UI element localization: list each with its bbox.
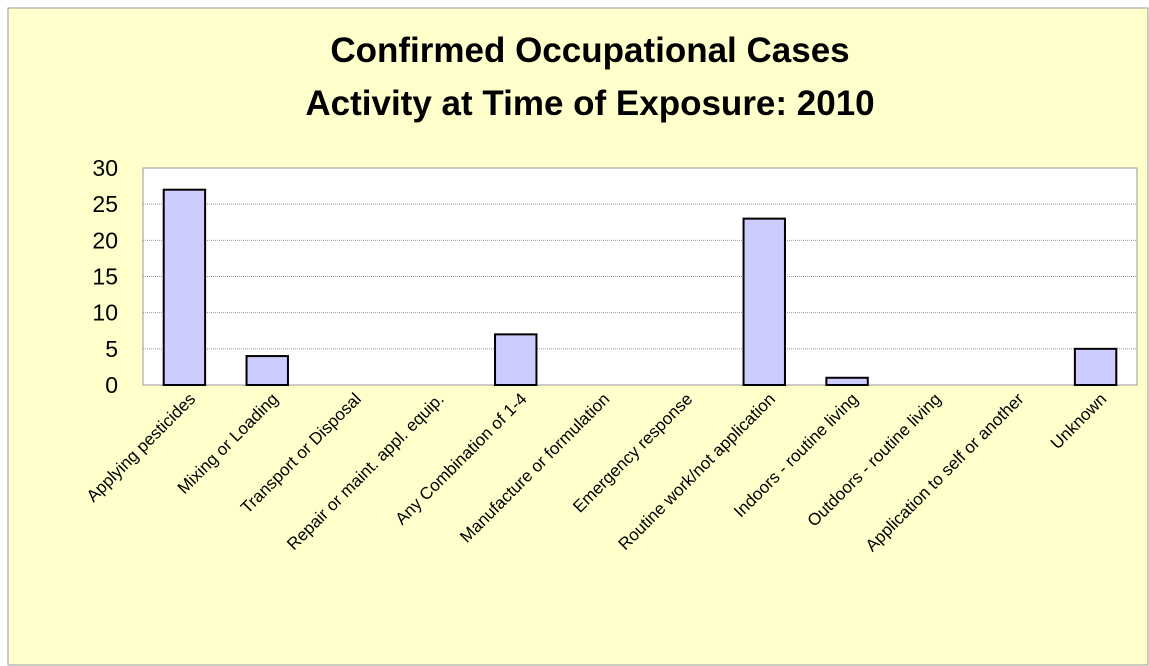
bar [162,188,207,386]
y-tick-label: 10 [92,300,118,326]
y-tick-label: 20 [92,227,118,253]
bar [825,376,869,386]
bar [742,217,786,386]
y-tick-label: 5 [105,336,118,362]
bar [1073,347,1118,387]
y-tick-label: 0 [105,372,118,398]
bar [494,333,538,387]
y-tick-label: 30 [92,155,118,181]
bar [245,355,289,387]
y-tick-label: 25 [92,191,118,217]
chart-title: Confirmed Occupational Cases [330,31,849,70]
y-tick-label: 15 [92,264,118,290]
chart-subtitle: Activity at Time of Exposure: 2010 [305,84,874,123]
